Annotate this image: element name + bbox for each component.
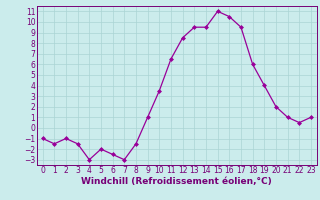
X-axis label: Windchill (Refroidissement éolien,°C): Windchill (Refroidissement éolien,°C) [81,177,272,186]
